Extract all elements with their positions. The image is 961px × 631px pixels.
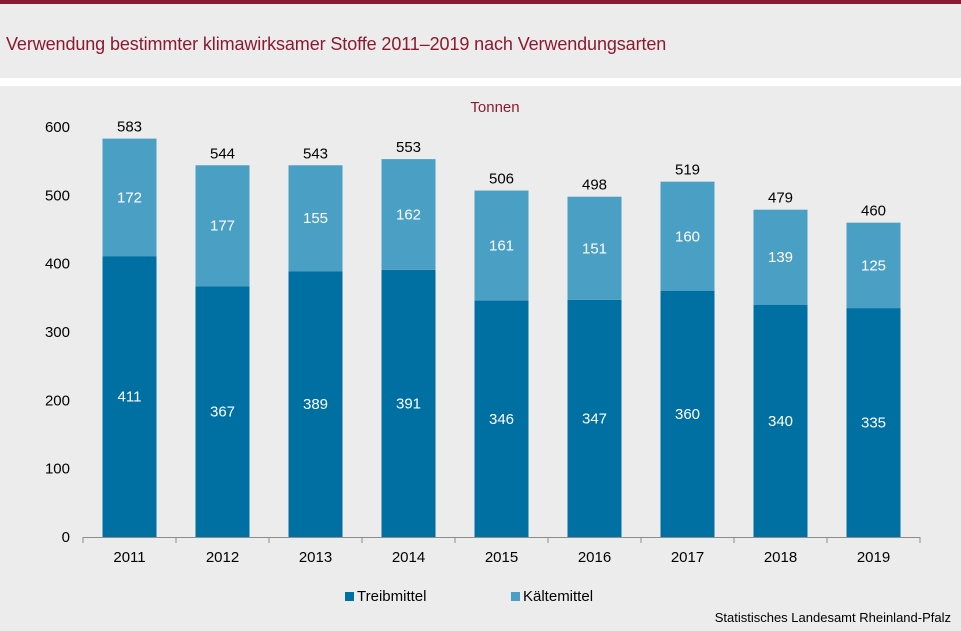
bar-segment-kaeltemittel bbox=[288, 165, 343, 272]
bar-segment-kaeltemittel bbox=[474, 190, 529, 301]
bar-segment-treibmittel bbox=[288, 271, 343, 537]
total-label: 553 bbox=[396, 139, 421, 156]
bar-segment-kaeltemittel bbox=[102, 138, 157, 257]
bar-segment-kaeltemittel bbox=[753, 209, 808, 305]
legend-swatch-treibmittel bbox=[345, 592, 354, 601]
data-label-kaeltemittel: 161 bbox=[489, 238, 514, 255]
x-tick-label: 2018 bbox=[764, 549, 797, 566]
x-tick-label: 2013 bbox=[299, 549, 332, 566]
stacked-bar-chart: Tonnen 0 100 200 300 400 500 600 411 172 583 2011 36… bbox=[45, 99, 921, 605]
legend-label-treibmittel: Treibmittel bbox=[357, 588, 426, 605]
bar-segment-treibmittel bbox=[660, 291, 715, 537]
bar-segment-treibmittel bbox=[195, 286, 250, 537]
data-label-kaeltemittel: 160 bbox=[675, 228, 700, 245]
data-label-treibmittel: 411 bbox=[118, 389, 142, 406]
x-tick-label: 2016 bbox=[578, 549, 611, 566]
bar-segment-treibmittel bbox=[381, 269, 436, 537]
bar-segment-treibmittel bbox=[567, 299, 622, 537]
bar-segment-kaeltemittel bbox=[381, 159, 436, 270]
x-tick-label: 2011 bbox=[113, 549, 145, 566]
total-label: 543 bbox=[303, 145, 328, 162]
data-label-treibmittel: 367 bbox=[210, 404, 235, 421]
unit-label: Tonnen bbox=[470, 99, 519, 116]
chart-area: Tonnen 0 100 200 300 400 500 600 411 172 583 2011 36… bbox=[0, 86, 961, 631]
total-label: 544 bbox=[210, 145, 235, 162]
data-label-kaeltemittel: 125 bbox=[861, 257, 886, 274]
x-tick-label: 2012 bbox=[206, 549, 239, 566]
x-tick-label: 2019 bbox=[857, 549, 890, 566]
data-label-treibmittel: 346 bbox=[489, 411, 514, 428]
data-label-treibmittel: 335 bbox=[861, 415, 886, 432]
y-tick-label: 100 bbox=[45, 461, 70, 478]
bar-segment-kaeltemittel bbox=[660, 181, 715, 291]
legend-swatch-kaeltemittel bbox=[511, 592, 520, 601]
data-label-treibmittel: 360 bbox=[675, 406, 700, 423]
bar-segment-treibmittel bbox=[102, 256, 157, 537]
data-label-kaeltemittel: 172 bbox=[117, 189, 142, 206]
bar-segment-treibmittel bbox=[846, 308, 901, 537]
total-label: 460 bbox=[861, 203, 886, 220]
total-label: 498 bbox=[582, 177, 607, 194]
y-tick-label: 600 bbox=[45, 119, 70, 136]
y-tick-label: 0 bbox=[62, 529, 70, 546]
bar-segment-kaeltemittel bbox=[567, 196, 622, 300]
header: Verwendung bestimmter klimawirksamer Sto… bbox=[0, 4, 961, 78]
total-label: 479 bbox=[768, 190, 793, 207]
data-label-kaeltemittel: 155 bbox=[303, 210, 328, 227]
data-label-kaeltemittel: 177 bbox=[210, 218, 235, 235]
legend-label-kaeltemittel: Kältemittel bbox=[523, 588, 593, 605]
total-label: 583 bbox=[117, 119, 142, 136]
y-tick-label: 200 bbox=[45, 392, 70, 409]
x-tick-label: 2015 bbox=[485, 549, 518, 566]
data-label-treibmittel: 347 bbox=[582, 410, 607, 427]
bar-segment-kaeltemittel bbox=[195, 165, 250, 287]
chart-title: Verwendung bestimmter klimawirksamer Sto… bbox=[6, 34, 667, 54]
data-label-treibmittel: 391 bbox=[396, 395, 421, 412]
source-note: Statistisches Landesamt Rheinland-Pfalz bbox=[714, 610, 951, 625]
x-tick-label: 2017 bbox=[671, 549, 704, 566]
data-label-treibmittel: 389 bbox=[303, 396, 328, 413]
data-label-kaeltemittel: 162 bbox=[396, 206, 421, 223]
total-label: 506 bbox=[489, 171, 514, 188]
top-accent-rule bbox=[0, 0, 961, 4]
total-label: 519 bbox=[675, 162, 700, 179]
bar-segment-treibmittel bbox=[753, 304, 808, 537]
y-tick-label: 300 bbox=[45, 324, 70, 341]
header-separator bbox=[0, 78, 961, 86]
bar-segment-treibmittel bbox=[474, 300, 529, 537]
y-tick-label: 500 bbox=[45, 187, 70, 204]
data-label-kaeltemittel: 151 bbox=[582, 240, 607, 257]
data-label-treibmittel: 340 bbox=[768, 413, 793, 430]
data-label-kaeltemittel: 139 bbox=[768, 249, 793, 266]
y-tick-label: 400 bbox=[45, 256, 70, 273]
x-tick-label: 2014 bbox=[392, 549, 425, 566]
bar-segment-kaeltemittel bbox=[846, 222, 901, 309]
